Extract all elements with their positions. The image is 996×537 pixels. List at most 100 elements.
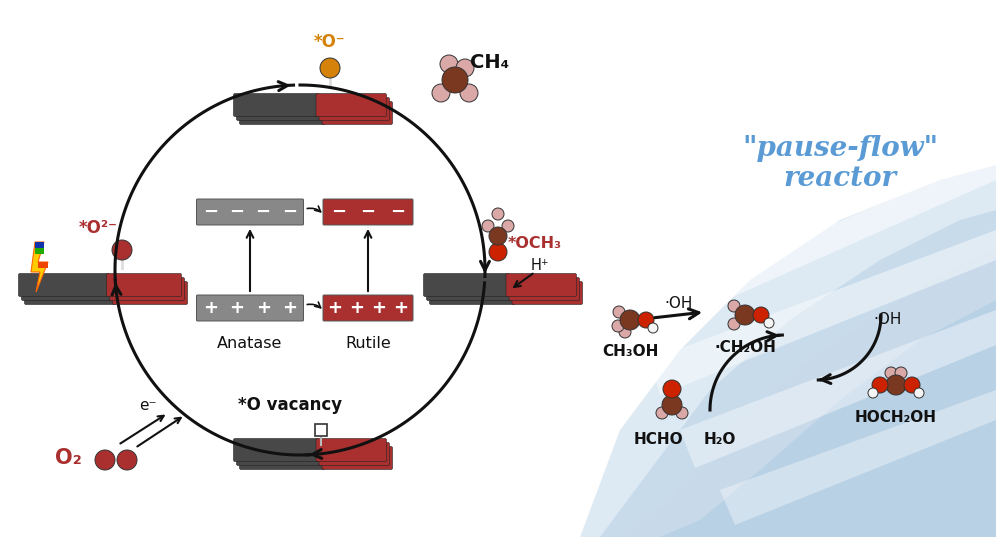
Circle shape [456,59,474,77]
FancyBboxPatch shape [319,442,389,466]
Text: −: − [203,203,218,221]
Text: −: − [331,203,347,221]
FancyBboxPatch shape [233,93,319,117]
Circle shape [620,310,640,330]
Circle shape [656,407,668,419]
Text: −: − [256,203,271,221]
Circle shape [432,84,450,102]
Text: CH₃OH: CH₃OH [602,344,658,359]
FancyBboxPatch shape [506,273,577,296]
FancyBboxPatch shape [316,439,386,461]
Text: O₂: O₂ [55,448,82,468]
Text: −: − [389,203,405,221]
FancyBboxPatch shape [110,278,184,301]
Text: *OCH₃: *OCH₃ [508,236,562,250]
Circle shape [482,220,494,232]
Bar [315,424,327,436]
Text: e⁻: e⁻ [139,397,156,412]
Polygon shape [625,250,996,537]
Circle shape [895,367,907,379]
FancyBboxPatch shape [512,281,583,304]
Text: +: + [350,299,365,317]
FancyBboxPatch shape [322,446,392,469]
Text: ·CH₂OH: ·CH₂OH [714,340,776,355]
Text: "pause-flow": "pause-flow" [742,134,938,162]
Text: −: − [282,203,297,221]
Circle shape [728,300,740,312]
Text: CH₄: CH₄ [470,53,510,71]
Polygon shape [680,310,996,468]
FancyBboxPatch shape [423,273,509,296]
FancyBboxPatch shape [239,101,325,125]
Text: *O²⁻: *O²⁻ [79,219,118,237]
Circle shape [489,243,507,261]
Circle shape [320,58,340,78]
Circle shape [95,450,115,470]
Circle shape [676,407,688,419]
Text: +: + [229,299,244,317]
Circle shape [489,227,507,245]
Text: +: + [256,299,271,317]
Circle shape [460,84,478,102]
FancyBboxPatch shape [319,98,389,120]
Polygon shape [35,242,44,248]
Polygon shape [580,165,996,537]
FancyBboxPatch shape [113,281,187,304]
Text: HOCH₂OH: HOCH₂OH [855,410,937,425]
FancyBboxPatch shape [196,199,304,225]
Polygon shape [630,155,996,338]
Circle shape [753,307,769,323]
FancyBboxPatch shape [322,101,392,125]
Polygon shape [660,300,996,537]
Circle shape [619,326,631,338]
Circle shape [914,388,924,398]
Text: +: + [372,299,386,317]
FancyBboxPatch shape [233,439,319,461]
FancyBboxPatch shape [19,273,110,296]
FancyBboxPatch shape [25,281,116,304]
Circle shape [648,323,658,333]
Circle shape [112,240,132,260]
Circle shape [612,320,624,332]
Circle shape [442,67,468,93]
Circle shape [638,312,654,328]
FancyBboxPatch shape [107,273,181,296]
Polygon shape [650,230,996,395]
Polygon shape [38,262,48,268]
Text: H₂O: H₂O [704,432,736,447]
Polygon shape [35,248,44,254]
Text: −: − [229,203,244,221]
Circle shape [663,380,681,398]
Circle shape [728,318,740,330]
Polygon shape [600,210,996,537]
Text: reactor: reactor [784,164,896,192]
FancyBboxPatch shape [239,446,325,469]
Text: −: − [361,203,375,221]
Circle shape [613,306,625,318]
Circle shape [904,377,920,393]
Circle shape [662,395,682,415]
FancyBboxPatch shape [236,442,322,466]
FancyBboxPatch shape [236,98,322,120]
Polygon shape [720,390,996,525]
FancyBboxPatch shape [509,278,580,301]
FancyBboxPatch shape [316,93,386,117]
Text: +: + [393,299,408,317]
Text: HCHO: HCHO [633,432,683,447]
Text: *O vacancy: *O vacancy [238,396,342,414]
Circle shape [885,367,897,379]
Circle shape [868,388,878,398]
Text: +: + [203,299,218,317]
Circle shape [502,220,514,232]
Text: ·OH: ·OH [664,296,693,311]
FancyBboxPatch shape [429,281,515,304]
Text: Rutile: Rutile [346,336,390,351]
FancyBboxPatch shape [426,278,512,301]
Circle shape [735,305,755,325]
Circle shape [440,55,458,73]
Circle shape [872,377,888,393]
FancyBboxPatch shape [323,199,413,225]
Circle shape [117,450,137,470]
Circle shape [492,208,504,220]
Text: Anatase: Anatase [217,336,283,351]
